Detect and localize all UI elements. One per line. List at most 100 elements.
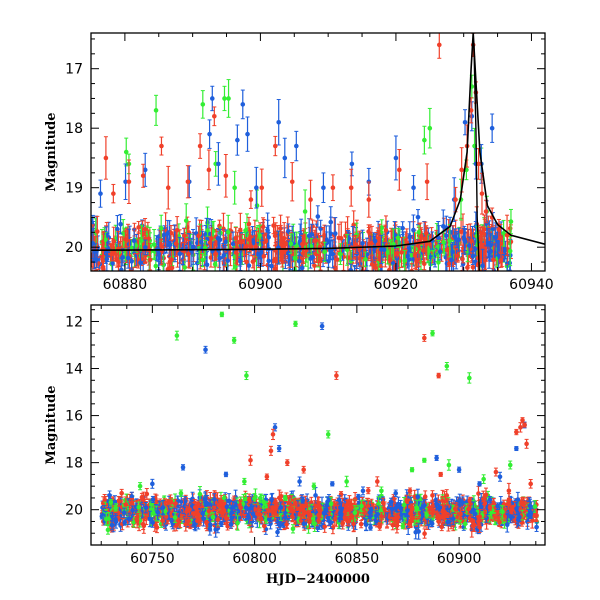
red-point <box>248 454 253 466</box>
baseline-point <box>483 487 489 503</box>
baseline-point <box>95 215 100 248</box>
red-point <box>518 422 523 433</box>
baseline-point <box>395 258 400 271</box>
red-point <box>468 97 474 124</box>
x-tick-label: 60850 <box>335 551 380 567</box>
green-point <box>254 189 260 222</box>
red-point <box>330 174 336 202</box>
baseline-point <box>221 245 227 266</box>
red-point <box>476 148 481 180</box>
red-point <box>504 214 510 256</box>
baseline-point <box>501 219 506 247</box>
baseline-point <box>373 510 379 522</box>
blue-point <box>235 124 240 156</box>
baseline-point <box>416 225 422 239</box>
baseline-point <box>205 224 210 237</box>
baseline-point <box>290 524 296 534</box>
baseline-point <box>423 221 428 256</box>
red-point <box>436 33 442 59</box>
red-point <box>140 163 146 188</box>
green-point <box>244 371 249 381</box>
baseline-point <box>365 487 371 495</box>
baseline-point <box>261 519 267 533</box>
bottom-panel-data <box>99 311 540 540</box>
red-point <box>301 465 306 474</box>
red-point <box>524 438 529 449</box>
baseline-point <box>472 241 478 257</box>
red-point <box>422 334 427 342</box>
green-point <box>409 467 415 473</box>
red-point <box>496 218 502 240</box>
baseline-point <box>207 236 213 250</box>
red-point <box>165 165 171 210</box>
green-point <box>379 486 384 496</box>
baseline-point <box>379 219 385 237</box>
blue-point <box>98 179 103 208</box>
baseline-point <box>151 229 157 261</box>
green-point <box>242 477 247 486</box>
baseline-point <box>344 234 350 266</box>
blue-point <box>393 135 399 181</box>
y-tick-label: 12 <box>65 314 83 330</box>
blue-point <box>321 172 326 203</box>
red-point <box>366 181 372 218</box>
x-tick-label: 60800 <box>232 551 277 567</box>
blue-point <box>276 99 281 146</box>
red-point <box>308 179 313 220</box>
y-tick-label: 14 <box>65 362 83 378</box>
red-point <box>334 371 339 380</box>
red-point <box>197 133 203 159</box>
blue-point <box>497 471 503 482</box>
blue-point <box>209 85 215 112</box>
red-point <box>248 190 254 209</box>
red-point <box>348 168 354 207</box>
green-point <box>481 474 486 484</box>
baseline-point <box>182 228 187 244</box>
blue-point <box>180 464 186 471</box>
blue-point <box>297 476 302 487</box>
green-point <box>153 94 159 126</box>
red-point <box>528 479 533 489</box>
green-point <box>302 189 308 234</box>
red-point <box>223 153 229 198</box>
green-point <box>123 137 129 167</box>
baseline-point <box>141 495 146 505</box>
baseline-point <box>493 222 499 253</box>
baseline-point <box>358 519 364 529</box>
red-point <box>493 467 499 477</box>
red-point <box>289 162 295 202</box>
baseline-point <box>196 225 201 246</box>
y-tick-label: 18 <box>65 456 83 472</box>
baseline-point <box>400 221 405 236</box>
green-point <box>467 372 472 384</box>
baseline-point <box>308 237 314 255</box>
baseline-point <box>414 252 419 271</box>
green-point <box>422 457 427 463</box>
baseline-point <box>190 228 196 265</box>
model-curve-branch <box>473 44 480 271</box>
blue-point <box>360 486 366 496</box>
red-point <box>397 149 402 191</box>
baseline-point <box>322 520 328 533</box>
baseline-point <box>131 516 136 528</box>
blue-point <box>319 322 325 330</box>
green-point <box>222 85 227 112</box>
baseline-point <box>158 214 164 242</box>
blue-point <box>254 166 259 209</box>
top-panel-frame <box>90 32 546 272</box>
green-point <box>174 330 180 341</box>
baseline-point <box>173 230 179 257</box>
baseline-point <box>379 234 384 265</box>
baseline-point <box>498 252 504 268</box>
red-point <box>259 168 265 207</box>
baseline-point <box>482 214 487 244</box>
baseline-point <box>480 248 485 271</box>
baseline-point <box>168 225 174 241</box>
red-point <box>212 106 217 127</box>
green-point <box>200 90 206 119</box>
green-point <box>427 107 433 149</box>
green-point <box>430 330 435 337</box>
baseline-point <box>105 525 111 535</box>
baseline-point <box>368 524 373 531</box>
baseline-point <box>129 253 134 270</box>
